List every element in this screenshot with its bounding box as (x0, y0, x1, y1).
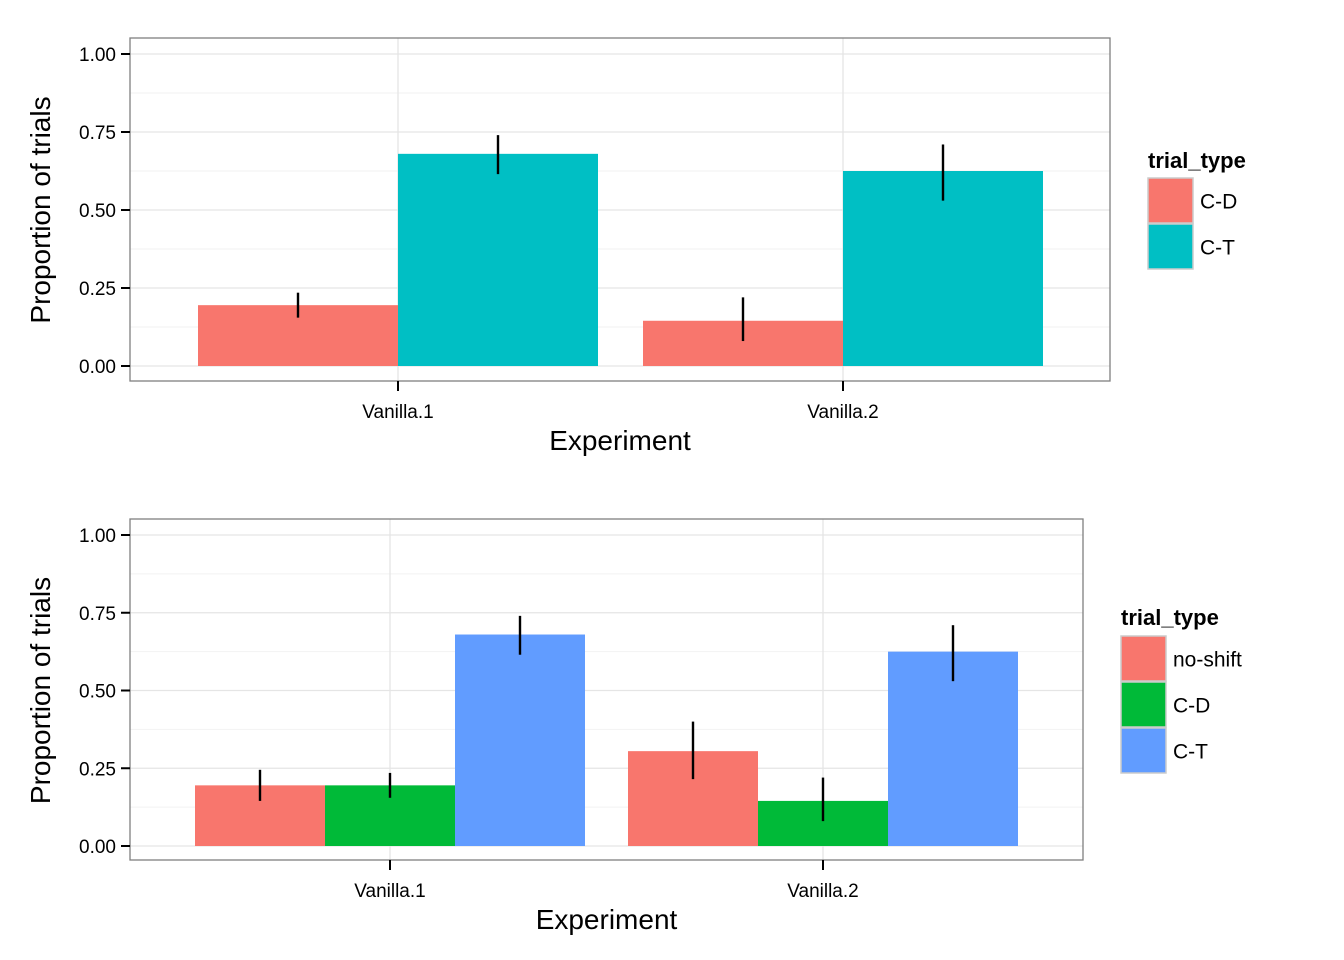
y-tick-label: 0.00 (79, 837, 116, 858)
legend-label: C-D (1173, 695, 1210, 718)
bar-C-T-Vanilla.1 (398, 153, 598, 366)
legend-key-C-T (1147, 223, 1194, 270)
bar-C-T-Vanilla.2 (888, 651, 1018, 846)
y-tick-label: 0.25 (79, 759, 116, 780)
y-tick-label: 0.25 (79, 279, 116, 300)
y-tick-label: 0.00 (79, 357, 116, 378)
chart-panel-1: 0.00 0.25 0.50 0.75 1.00 Vanilla.1 Vanilla.2 Ex… (25, 37, 1246, 456)
y-tick-label: 1.00 (79, 45, 116, 66)
x-tick-label: Vanilla.1 (354, 881, 425, 902)
x-tick-label: Vanilla.1 (362, 402, 433, 423)
legend-title: trial_type (1148, 148, 1246, 173)
legend-title: trial_type (1121, 605, 1219, 630)
legend-key-C-T (1120, 727, 1167, 774)
legend-label: C-D (1200, 191, 1237, 214)
legend-key-no-shift (1120, 635, 1167, 682)
y-tick-label: 0.75 (79, 604, 116, 625)
bar-C-T-Vanilla.1 (455, 634, 585, 846)
y-axis-title: Proportion of trials (25, 96, 56, 323)
bar-C-T-Vanilla.2 (843, 171, 1043, 366)
x-axis-title: Experiment (549, 425, 691, 456)
y-tick-label: 0.75 (79, 123, 116, 144)
legend: trial_type no-shift C-D C-T (1120, 605, 1242, 774)
legend-label: C-T (1200, 237, 1235, 260)
y-axis-title: Proportion of trials (25, 577, 56, 804)
y-tick-label: 0.50 (79, 201, 116, 222)
legend-label: C-T (1173, 741, 1208, 764)
x-tick-label: Vanilla.2 (787, 881, 858, 902)
legend-label: no-shift (1173, 649, 1242, 672)
legend-key-C-D (1120, 681, 1167, 728)
x-tick-label: Vanilla.2 (807, 402, 878, 423)
legend: trial_type C-D C-T (1147, 148, 1246, 270)
y-tick-label: 1.00 (79, 526, 116, 547)
legend-key-C-D (1147, 177, 1194, 224)
x-axis-title: Experiment (536, 904, 678, 935)
y-tick-label: 0.50 (79, 682, 116, 703)
chart-panel-2: 0.00 0.25 0.50 0.75 1.00 Vanilla.1 Vanilla.2 Ex… (25, 518, 1242, 935)
